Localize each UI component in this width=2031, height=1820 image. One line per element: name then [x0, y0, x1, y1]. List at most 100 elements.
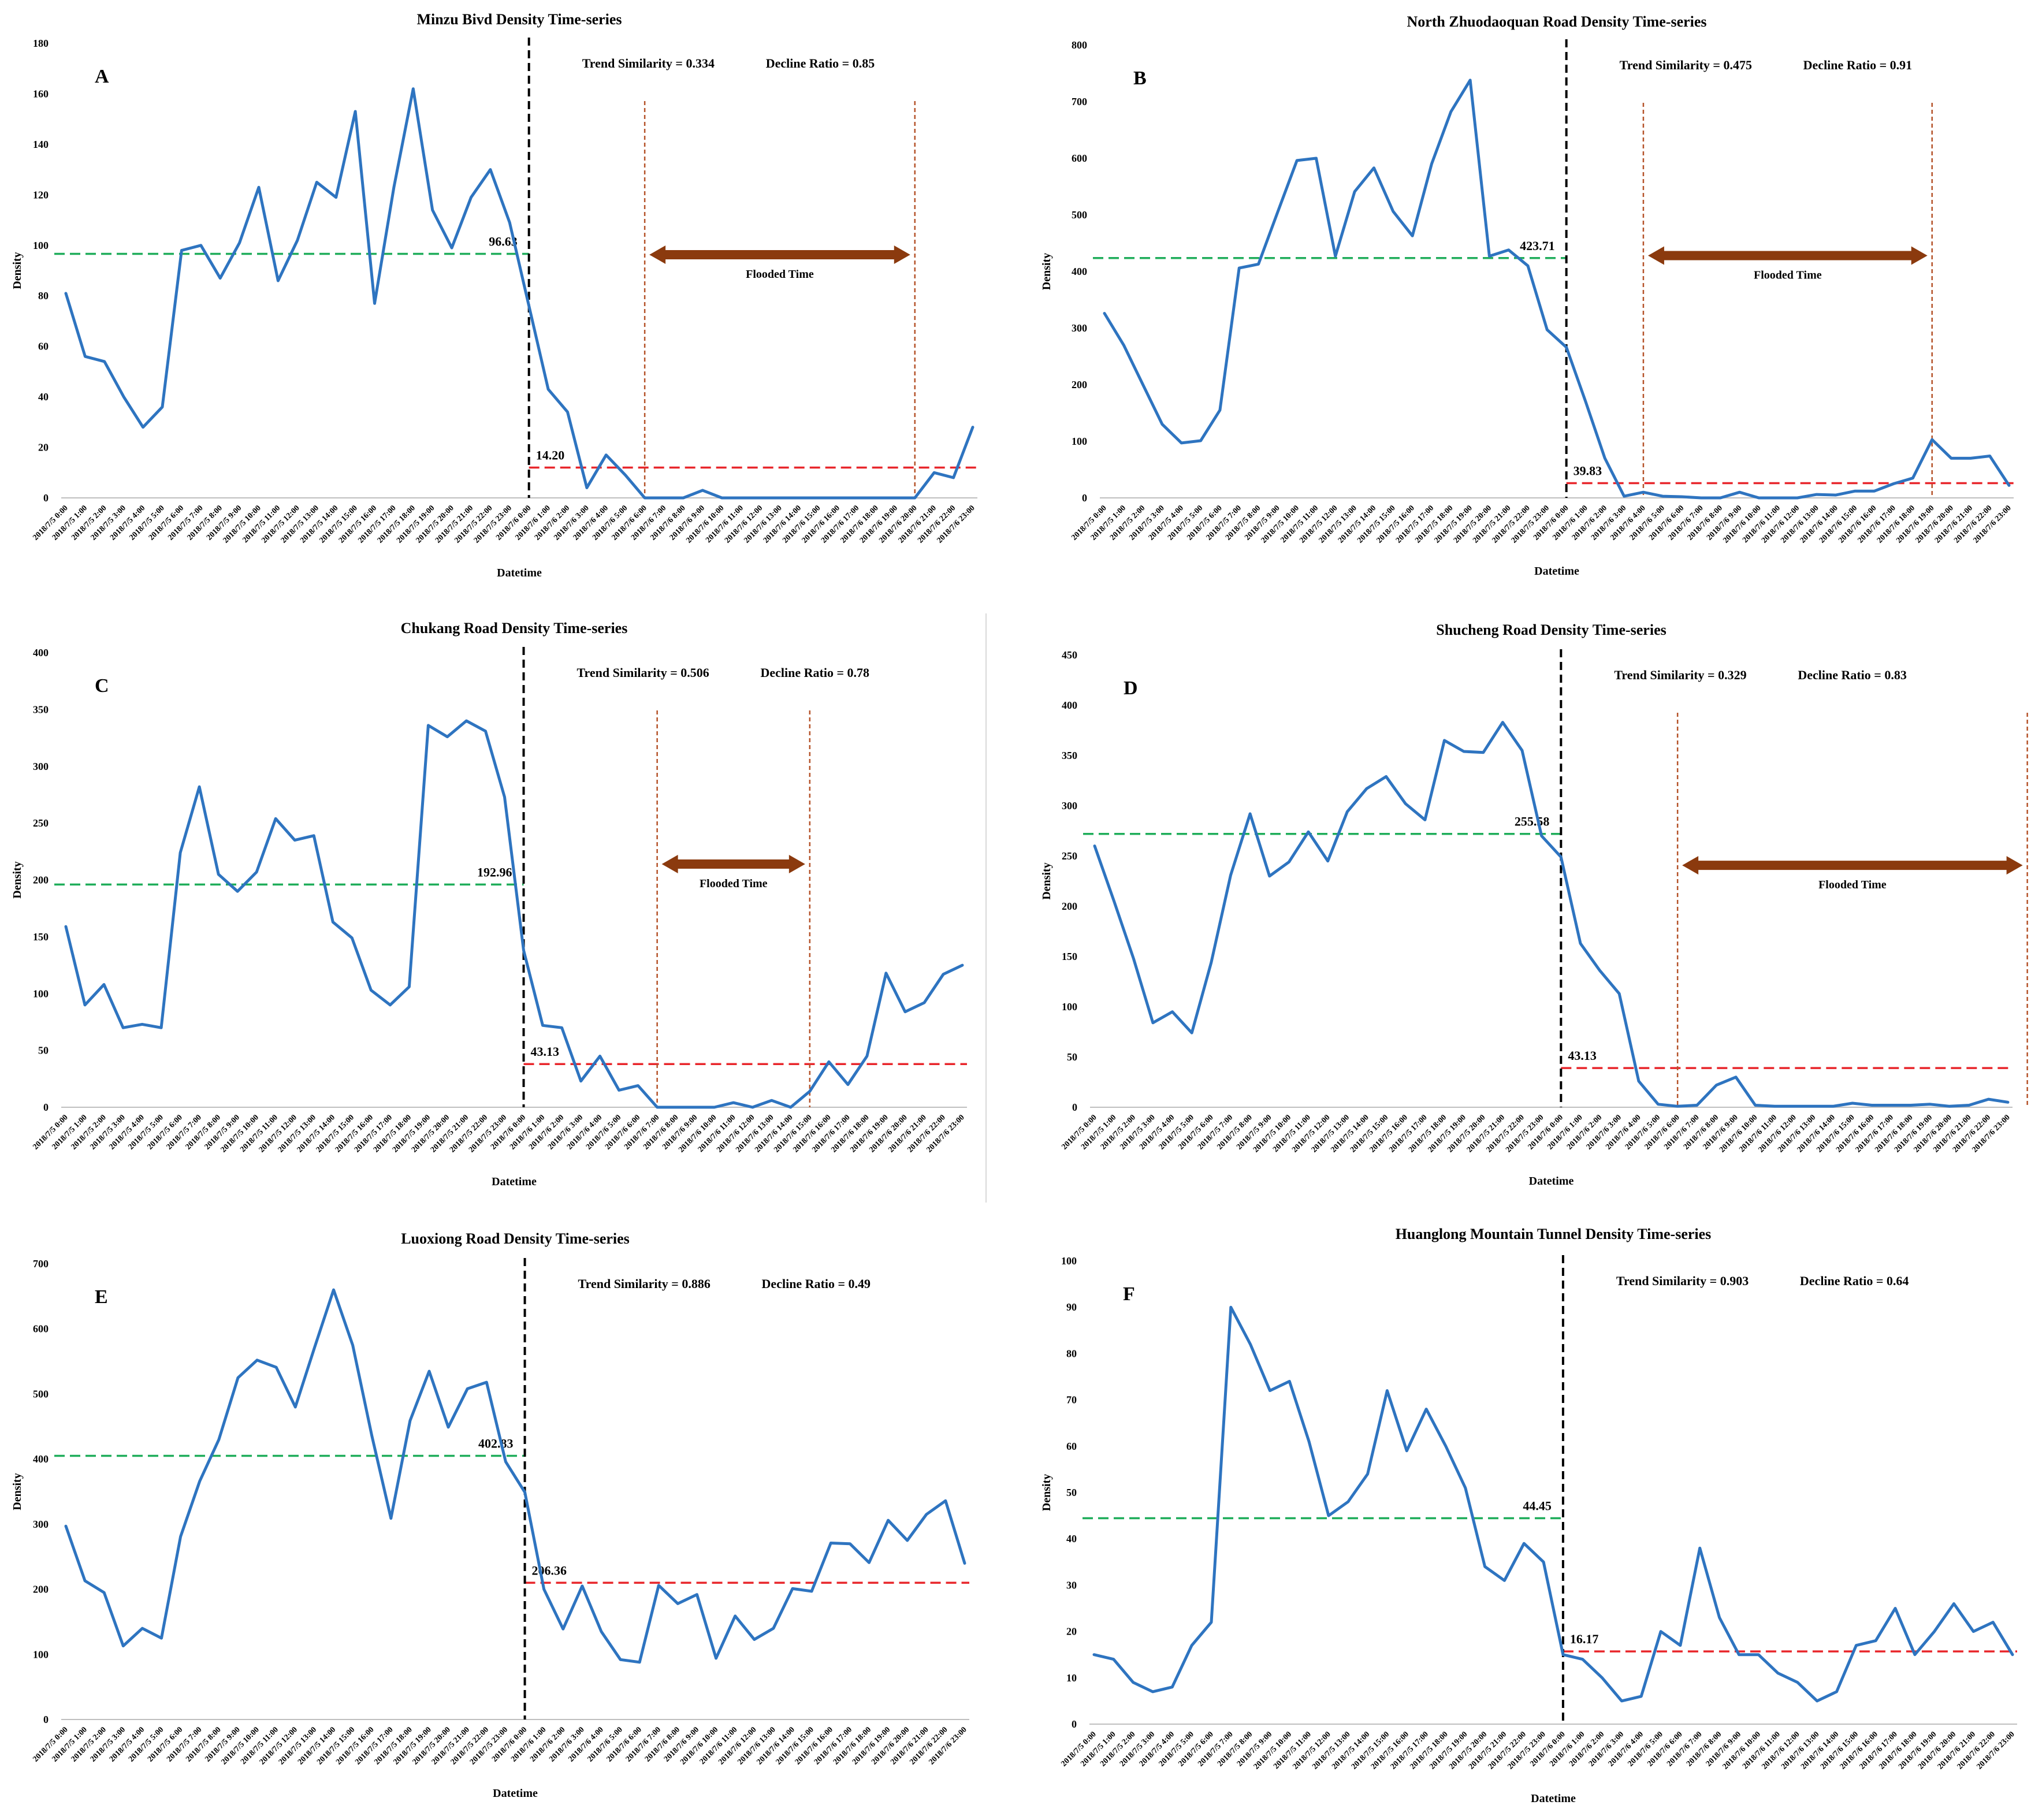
- density-series-line: [64, 719, 964, 1109]
- pre-event-mean-label: 402.83: [478, 1436, 514, 1451]
- post-event-mean-label: 39.83: [1574, 464, 1602, 478]
- y-tick-label: 140: [33, 139, 49, 150]
- y-tick-label: 0: [43, 492, 49, 504]
- y-axis-label: Density: [11, 861, 24, 898]
- x-axis-label: Datetime: [1529, 1175, 1574, 1188]
- y-axis-label: Density: [1040, 862, 1053, 899]
- pre-event-mean-label: 255.58: [1515, 814, 1550, 829]
- y-tick-label: 350: [33, 704, 49, 715]
- y-tick-label: 80: [38, 290, 49, 302]
- y-tick-label: 300: [1072, 322, 1087, 334]
- y-tick-label: 100: [1062, 1001, 1077, 1013]
- chart-panel-a: Minzu Bivd Density Time-series A 0 20 40 60 80…: [11, 11, 977, 579]
- y-tick-label: 90: [1066, 1301, 1077, 1313]
- flood-arrow-head-right: [788, 854, 805, 873]
- y-tick-label: 400: [1072, 266, 1087, 277]
- trend-similarity-label: Trend Similarity = 0.475: [1620, 58, 1752, 72]
- y-tick-label: 50: [1067, 1051, 1077, 1063]
- chart-title: Shucheng Road Density Time-series: [1436, 621, 1666, 638]
- y-tick-label: 350: [1062, 750, 1077, 761]
- panel-letter: D: [1124, 678, 1138, 699]
- y-tick-label: 80: [1066, 1348, 1077, 1359]
- y-axis-label: Density: [1040, 253, 1053, 290]
- flood-arrow-head-left: [661, 854, 678, 873]
- trend-similarity-label: Trend Similarity = 0.329: [1614, 668, 1746, 682]
- panel-letter: A: [95, 66, 109, 87]
- chart-panel-b: North Zhuodaoquan Road Density Time-seri…: [1040, 13, 2014, 578]
- y-tick-label: 500: [1072, 209, 1087, 221]
- y-tick-label: 30: [1066, 1579, 1077, 1591]
- panel-letter: F: [1123, 1283, 1135, 1305]
- y-tick-label: 120: [33, 189, 49, 200]
- post-event-mean-label: 206.36: [532, 1563, 567, 1577]
- y-tick-label: 150: [33, 931, 49, 943]
- y-tick-label: 500: [33, 1388, 49, 1400]
- post-event-mean-label: 16.17: [1570, 1632, 1599, 1646]
- chart-title: Huanglong Mountain Tunnel Density Time-s…: [1396, 1226, 1712, 1242]
- y-tick-label: 60: [38, 341, 49, 352]
- y-tick-label: 0: [43, 1101, 49, 1113]
- chart-title: Chukang Road Density Time-series: [401, 620, 628, 637]
- y-tick-label: 600: [1072, 152, 1087, 164]
- x-axis-label: Datetime: [492, 1175, 537, 1188]
- y-axis-label: Density: [11, 252, 24, 289]
- chart-panel-c: Chukang Road Density Time-series C 0 50 100 1…: [11, 620, 967, 1188]
- y-tick-label: 200: [1072, 379, 1087, 390]
- decline-ratio-label: Decline Ratio = 0.85: [766, 56, 875, 70]
- y-tick-label: 400: [1062, 699, 1077, 711]
- y-tick-label: 700: [33, 1258, 49, 1270]
- y-tick-label: 100: [1072, 436, 1087, 447]
- trend-similarity-label: Trend Similarity = 0.903: [1616, 1274, 1749, 1288]
- y-tick-label: 200: [33, 874, 49, 886]
- chart-title: North Zhuodaoquan Road Density Time-seri…: [1407, 13, 1706, 30]
- y-tick-label: 100: [33, 1648, 49, 1660]
- flood-time-label: Flooded Time: [1754, 269, 1822, 282]
- x-axis-label: Datetime: [493, 1787, 538, 1800]
- y-tick-label: 180: [33, 38, 49, 49]
- y-tick-label: 250: [33, 817, 49, 829]
- y-tick-label: 400: [33, 1453, 49, 1465]
- flood-arrow-head-left: [1647, 246, 1664, 265]
- y-tick-label: 250: [1062, 850, 1077, 862]
- y-tick-label: 70: [1066, 1394, 1077, 1406]
- y-tick-label: 40: [38, 391, 49, 403]
- density-series-line: [1092, 1305, 2014, 1703]
- post-event-mean-label: 14.20: [536, 448, 565, 463]
- chart-title: Minzu Bivd Density Time-series: [416, 11, 622, 28]
- panel-separator: [985, 613, 987, 1203]
- density-series-line: [64, 1288, 966, 1664]
- chart-panel-d: Shucheng Road Density Time-series D 0 50 100…: [1040, 621, 2028, 1188]
- trend-similarity-label: Trend Similarity = 0.506: [577, 665, 709, 680]
- panel-letter: E: [95, 1286, 108, 1308]
- density-series-line: [1103, 79, 2011, 500]
- decline-ratio-label: Decline Ratio = 0.83: [1798, 668, 1907, 682]
- decline-ratio-label: Decline Ratio = 0.49: [762, 1276, 871, 1291]
- y-tick-label: 800: [1072, 39, 1087, 51]
- y-axis-label: Density: [11, 1473, 24, 1510]
- flood-time-label: Flooded Time: [1818, 879, 1887, 891]
- x-axis-label: Datetime: [1534, 565, 1579, 578]
- trend-similarity-label: Trend Similarity = 0.334: [582, 56, 715, 70]
- y-tick-label: 160: [33, 88, 49, 99]
- y-tick-label: 450: [1062, 649, 1077, 661]
- flood-arrow-head-right: [1911, 246, 1928, 265]
- y-tick-label: 100: [33, 988, 49, 999]
- chart-title: Luoxiong Road Density Time-series: [401, 1230, 630, 1247]
- y-tick-label: 600: [33, 1323, 49, 1335]
- chart-panel-e: Luoxiong Road Density Time-series E 0 100 20…: [11, 1230, 969, 1800]
- decline-ratio-label: Decline Ratio = 0.78: [761, 665, 870, 680]
- post-event-mean-label: 43.13: [1568, 1048, 1597, 1063]
- pre-event-mean-label: 192.96: [477, 865, 512, 879]
- panel-letter: B: [1133, 68, 1147, 89]
- y-tick-label: 0: [43, 1714, 49, 1725]
- y-tick-label: 400: [33, 647, 49, 658]
- y-tick-label: 10: [1066, 1672, 1077, 1684]
- pre-event-mean-label: 44.45: [1523, 1499, 1552, 1513]
- y-axis-label: Density: [1040, 1474, 1053, 1511]
- y-tick-label: 200: [33, 1584, 49, 1595]
- y-tick-label: 60: [1066, 1441, 1077, 1452]
- y-tick-label: 300: [33, 761, 49, 772]
- density-series-line: [64, 87, 974, 500]
- flood-arrow-head-left: [1682, 856, 1699, 875]
